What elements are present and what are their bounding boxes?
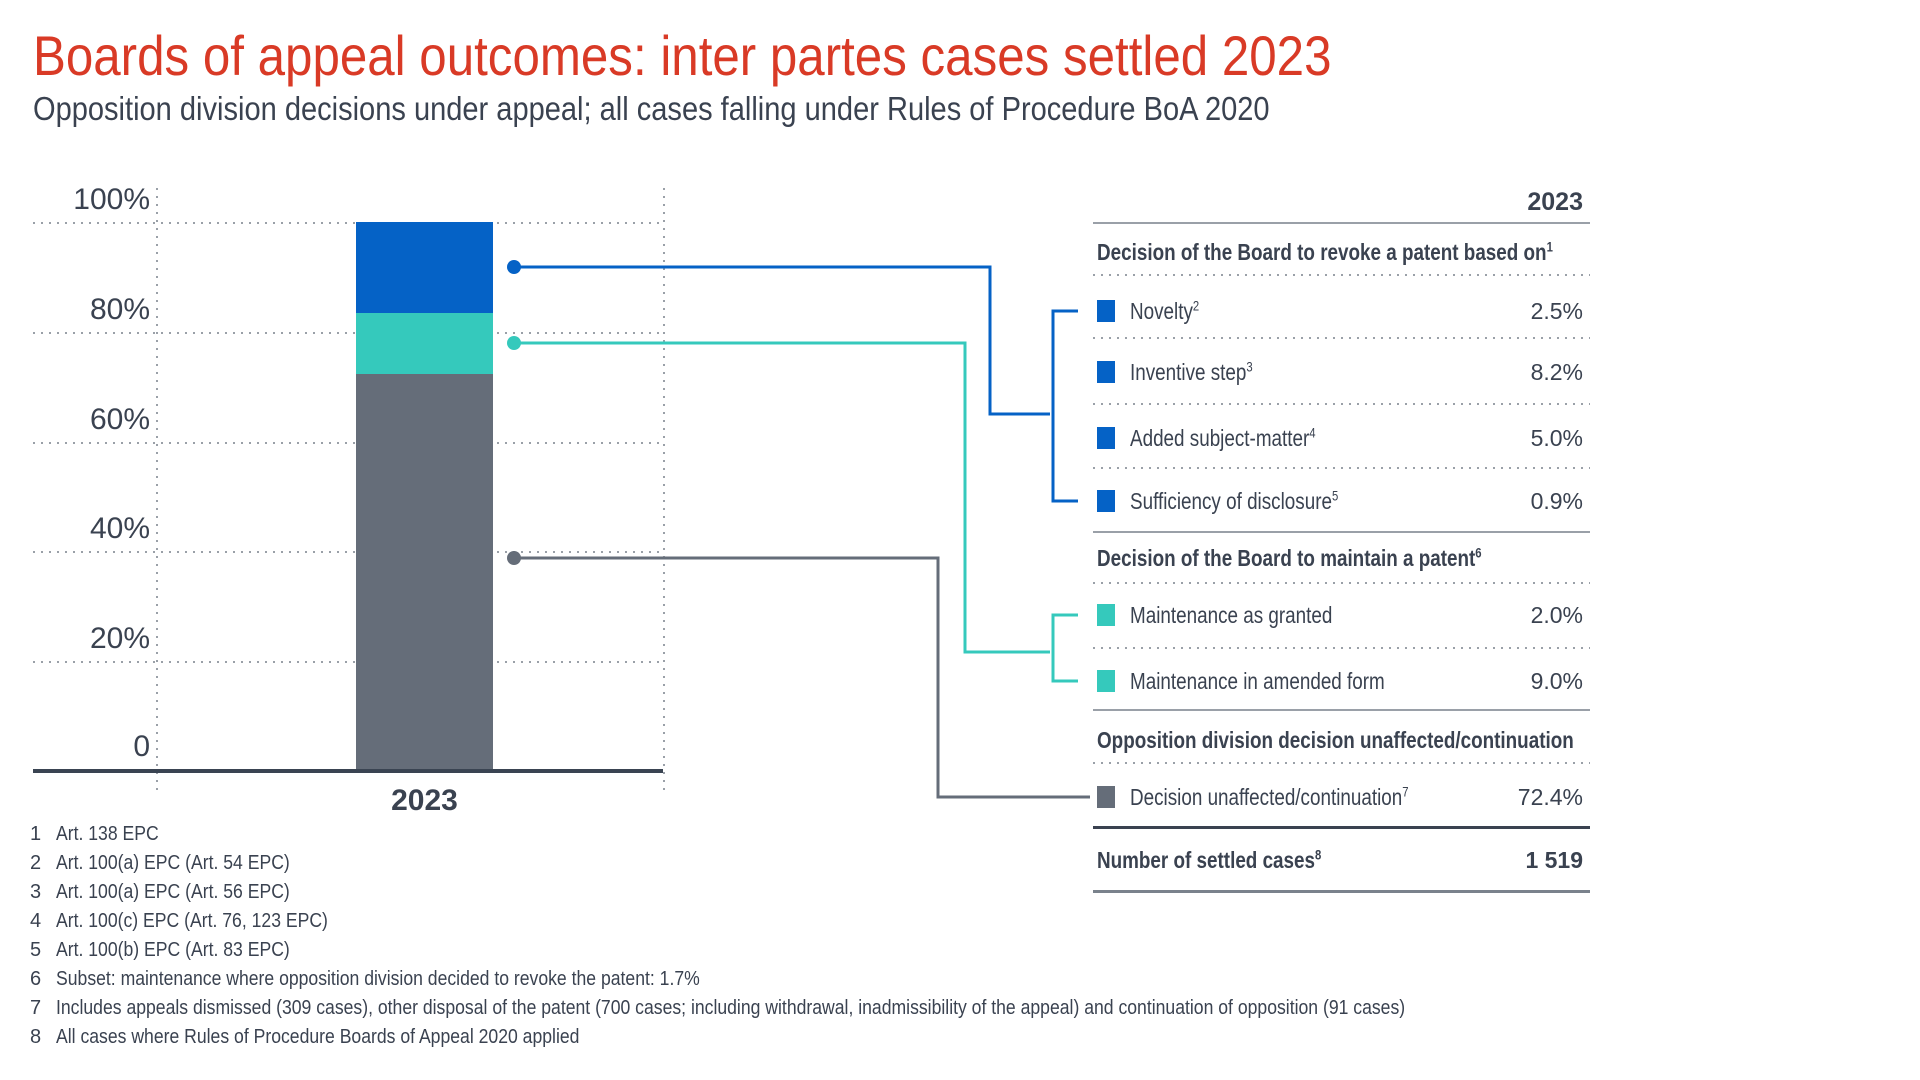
table-row-decision-unaffected: Decision unaffected/continuation7 72.4% xyxy=(1093,781,1590,813)
dotted-separator xyxy=(1093,647,1590,649)
stacked-bar-2023 xyxy=(356,222,493,771)
table-row-sufficiency: Sufficiency of disclosure5 0.9% xyxy=(1093,485,1590,517)
legend-swatch-added-subject-matter xyxy=(1097,427,1115,449)
dotted-separator xyxy=(1093,762,1590,764)
dotted-separator xyxy=(1093,274,1590,276)
bar-segment-revoked xyxy=(356,222,493,314)
value-maintenance-granted: 2.0% xyxy=(1530,602,1583,628)
value-decision-unaffected: 72.4% xyxy=(1517,784,1583,810)
value-added-subject-matter: 5.0% xyxy=(1530,425,1583,451)
y-tick-100: 100% xyxy=(73,183,150,216)
footnote-2: 2 Art. 100(a) EPC (Art. 54 EPC) xyxy=(30,852,290,874)
table-row-added-subject-matter: Added subject-matter4 5.0% xyxy=(1093,422,1590,454)
legend-swatch-maintenance-granted xyxy=(1097,604,1115,626)
value-settled-cases: 1 519 xyxy=(1525,847,1583,873)
x-axis-line xyxy=(33,769,663,773)
page-subtitle: Opposition division decisions under appe… xyxy=(33,90,1270,127)
footnote-1: 1 Art. 138 EPC xyxy=(30,823,159,845)
legend-swatch-inventive-step xyxy=(1097,361,1115,383)
table-row-inventive-step: Inventive step3 8.2% xyxy=(1093,356,1590,388)
footnote-6: 6 Subset: maintenance where opposition di… xyxy=(30,968,700,990)
separator xyxy=(1093,222,1590,224)
value-maintenance-amended: 9.0% xyxy=(1530,668,1583,694)
y-tick-0: 0 xyxy=(133,730,150,763)
separator-bottom xyxy=(1093,890,1590,893)
legend-swatch-maintenance-amended xyxy=(1097,670,1115,692)
bar-segment-maintained xyxy=(356,313,493,374)
v-gridline-left xyxy=(156,188,158,790)
legend-swatch-novelty xyxy=(1097,300,1115,322)
value-sufficiency: 0.9% xyxy=(1530,488,1583,514)
value-inventive-step: 8.2% xyxy=(1530,359,1583,385)
bar-segment-unaffected xyxy=(356,373,493,771)
connector-blue xyxy=(507,260,1078,503)
section-header-maintain: Decision of the Board to maintain a pate… xyxy=(1097,545,1482,571)
legend-swatch-sufficiency xyxy=(1097,490,1115,512)
separator-dark xyxy=(1093,826,1590,829)
footnote-3: 3 Art. 100(a) EPC (Art. 56 EPC) xyxy=(30,881,290,903)
dotted-separator xyxy=(1093,403,1590,405)
dotted-separator xyxy=(1093,337,1590,339)
y-tick-20: 20% xyxy=(89,622,150,655)
page-title: Boards of appeal outcomes: inter partes … xyxy=(33,24,1332,87)
dotted-separator xyxy=(1093,582,1590,584)
legend-swatch-decision-unaffected xyxy=(1097,786,1115,808)
separator xyxy=(1093,709,1590,711)
connector-gray xyxy=(507,551,1090,799)
legend-table: 2023 Decision of the Board to revoke a p… xyxy=(1093,150,1590,910)
footnote-8: 8 All cases where Rules of Procedure Boar… xyxy=(30,1026,580,1048)
footnote-7: 7 Includes appeals dismissed (309 cases),… xyxy=(30,997,1406,1019)
v-gridline-right xyxy=(663,188,665,790)
y-tick-60: 60% xyxy=(89,403,150,436)
dotted-separator xyxy=(1093,467,1590,469)
separator xyxy=(1093,531,1590,533)
table-row-settled-cases: Number of settled cases8 1 519 xyxy=(1093,844,1590,876)
table-row-maintenance-granted: Maintenance as granted 2.0% xyxy=(1093,599,1590,631)
year-header-value: 2023 xyxy=(1527,188,1583,216)
y-tick-40: 40% xyxy=(89,512,150,545)
section-header-unaffected: Opposition division decision unaffected/… xyxy=(1097,727,1574,753)
value-novelty: 2.5% xyxy=(1530,298,1583,324)
table-year-header: 2023 xyxy=(1093,186,1590,218)
section-header-revoke: Decision of the Board to revoke a patent… xyxy=(1097,239,1553,265)
table-row-maintenance-amended: Maintenance in amended form 9.0% xyxy=(1093,665,1590,697)
connector-teal xyxy=(507,336,1078,683)
x-axis-label: 2023 xyxy=(391,784,458,817)
table-row-novelty: Novelty2 2.5% xyxy=(1093,295,1590,327)
footnote-4: 4 Art. 100(c) EPC (Art. 76, 123 EPC) xyxy=(30,910,328,932)
footnote-5: 5 Art. 100(b) EPC (Art. 83 EPC) xyxy=(30,939,290,961)
y-tick-80: 80% xyxy=(89,293,150,326)
